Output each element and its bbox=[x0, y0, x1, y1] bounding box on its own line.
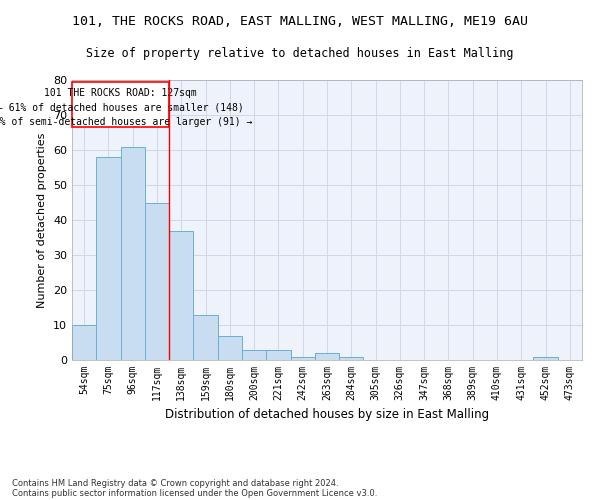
Text: Contains public sector information licensed under the Open Government Licence v3: Contains public sector information licen… bbox=[12, 488, 377, 498]
Bar bbox=[96, 157, 121, 360]
Bar bbox=[339, 356, 364, 360]
Bar bbox=[533, 356, 558, 360]
Text: ← 61% of detached houses are smaller (148): ← 61% of detached houses are smaller (14… bbox=[0, 102, 244, 112]
Text: Size of property relative to detached houses in East Malling: Size of property relative to detached ho… bbox=[86, 48, 514, 60]
Bar bbox=[72, 82, 169, 127]
Bar bbox=[72, 325, 96, 360]
Bar bbox=[145, 202, 169, 360]
Y-axis label: Number of detached properties: Number of detached properties bbox=[37, 132, 47, 308]
Bar bbox=[290, 356, 315, 360]
Bar bbox=[242, 350, 266, 360]
X-axis label: Distribution of detached houses by size in East Malling: Distribution of detached houses by size … bbox=[165, 408, 489, 422]
Text: 101, THE ROCKS ROAD, EAST MALLING, WEST MALLING, ME19 6AU: 101, THE ROCKS ROAD, EAST MALLING, WEST … bbox=[72, 15, 528, 28]
Bar bbox=[315, 353, 339, 360]
Text: Contains HM Land Registry data © Crown copyright and database right 2024.: Contains HM Land Registry data © Crown c… bbox=[12, 478, 338, 488]
Bar bbox=[121, 146, 145, 360]
Bar bbox=[193, 314, 218, 360]
Bar bbox=[266, 350, 290, 360]
Bar bbox=[218, 336, 242, 360]
Text: 101 THE ROCKS ROAD: 127sqm: 101 THE ROCKS ROAD: 127sqm bbox=[44, 88, 197, 98]
Text: 38% of semi-detached houses are larger (91) →: 38% of semi-detached houses are larger (… bbox=[0, 116, 253, 126]
Bar bbox=[169, 230, 193, 360]
